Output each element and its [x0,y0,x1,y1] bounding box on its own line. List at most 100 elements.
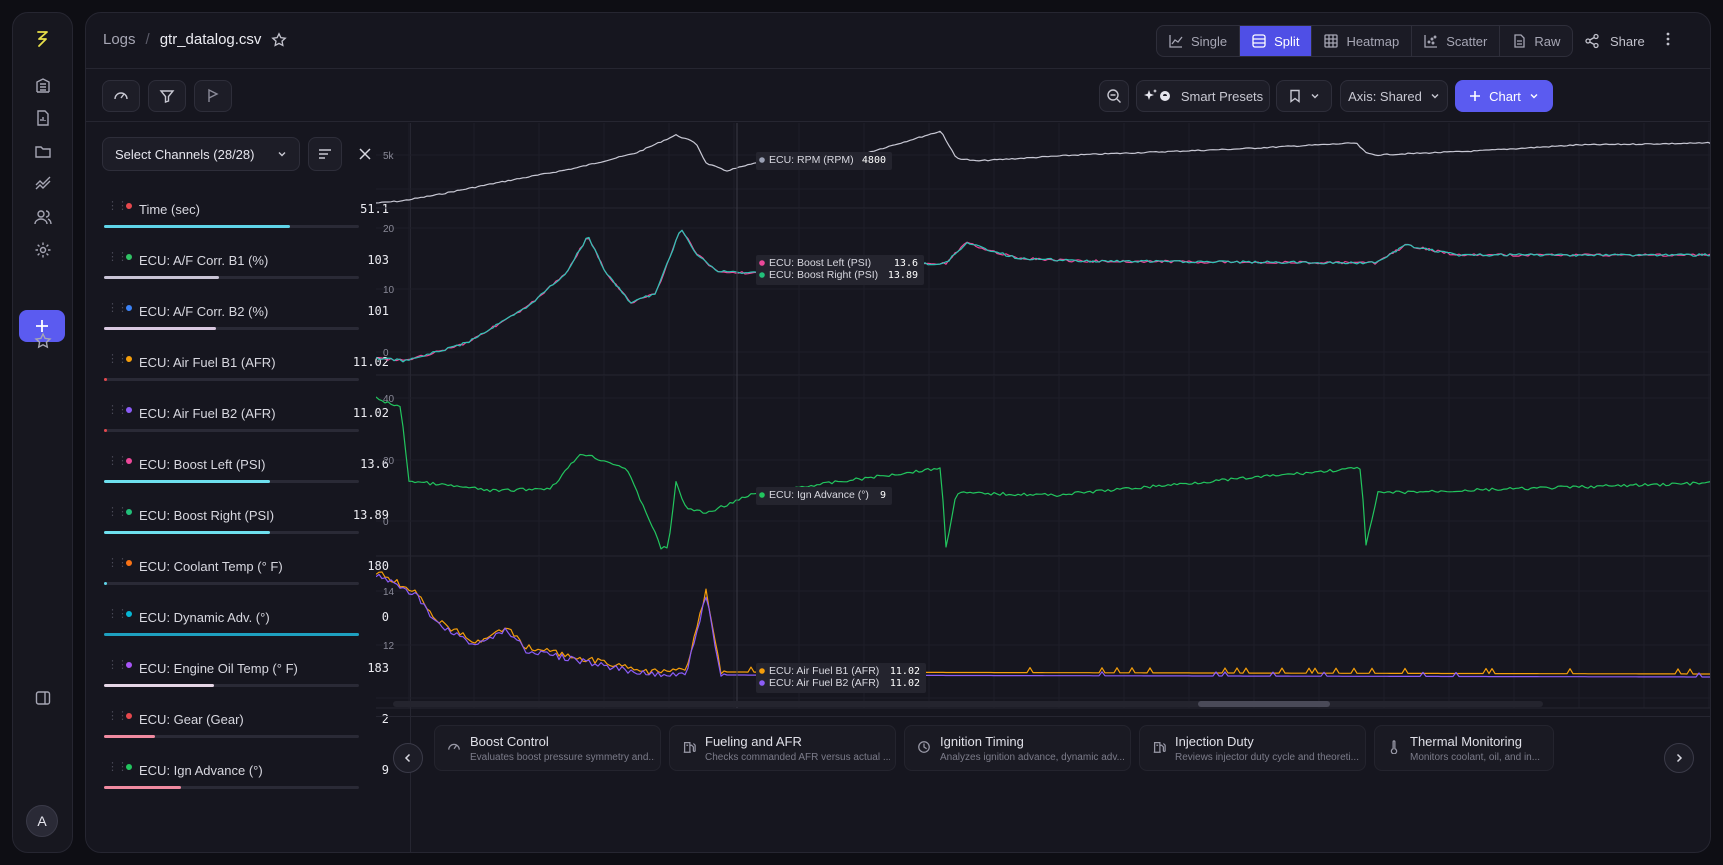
preset-title: Fueling and AFR [705,734,802,749]
smart-presets-label: Smart Presets [1180,88,1264,104]
folder-icon[interactable] [31,139,55,163]
bookmark-button[interactable] [1276,80,1332,112]
select-channels-dropdown[interactable]: Select Channels (28/28) [102,137,300,171]
channel-row[interactable]: ⋮⋮ ECU: Boost Right (PSI) 13.89 [86,499,410,550]
tooltip-value: 11.02 [890,678,920,689]
chart-area[interactable]: 5k 20 10 0 40 20 0 14 12 ECU: RPM (RPM) 4800 ECU: B… [375,123,1710,716]
channel-row[interactable]: ⋮⋮ ECU: Dynamic Adv. (°) 0 [86,601,410,652]
building-icon[interactable] [31,73,55,97]
drag-handle-icon[interactable]: ⋮⋮ [107,404,128,416]
drag-handle-icon[interactable]: ⋮⋮ [107,455,128,467]
tooltip-label: ECU: Ign Advance (°) [769,489,869,501]
channel-value: 51.1 [360,202,389,216]
tooltip-label: ECU: Boost Right (PSI) [769,269,878,281]
drag-handle-icon[interactable]: ⋮⋮ [107,659,128,671]
channel-row[interactable]: ⋮⋮ ECU: Coolant Temp (° F) 180 [86,550,410,601]
avatar[interactable]: A [26,805,58,837]
zoom-out-button[interactable] [1099,80,1129,112]
y-tick-label: 40 [383,394,395,405]
channel-row[interactable]: ⋮⋮ ECU: Gear (Gear) 2 [86,703,410,754]
smart-presets-button[interactable]: Smart Presets [1136,80,1270,112]
users-icon[interactable] [31,205,55,229]
channel-row[interactable]: ⋮⋮ ECU: A/F Corr. B2 (%) 101 [86,295,410,346]
preset-card[interactable]: Boost Control Evaluates boost pressure sy… [434,725,661,771]
tooltip-label: ECU: RPM (RPM) [769,154,854,166]
drag-handle-icon[interactable]: ⋮⋮ [107,200,128,212]
view-split-button[interactable]: Split [1240,26,1313,56]
trend-icon[interactable] [31,172,55,196]
flag-button[interactable] [194,80,232,112]
tooltip-label: ECU: Air Fuel B2 (AFR) [769,677,879,689]
list-align-icon [319,149,331,159]
view-scatter-label: Scatter [1446,33,1488,49]
gauge-button[interactable] [102,80,140,112]
tooltip-label: ECU: Air Fuel B1 (AFR) [769,665,879,677]
channel-row[interactable]: ⋮⋮ ECU: Ign Advance (°) 9 [86,754,410,805]
view-scatter-button[interactable]: Scatter [1412,26,1501,56]
preset-description: Evaluates boost pressure symmetry and... [470,752,655,763]
gauge-icon [114,92,128,100]
tooltip-dot [759,668,765,674]
drag-handle-icon[interactable]: ⋮⋮ [107,710,128,722]
bolt-logo-icon[interactable] [31,27,55,51]
axis-select-label: Axis: Shared [1348,88,1422,104]
preset-description: Analyzes ignition advance, dynamic adv..… [940,752,1125,763]
sidebar-toggle-icon[interactable] [31,686,55,710]
drag-handle-icon[interactable]: ⋮⋮ [107,506,128,518]
main-panel: Logs / gtr_datalog.csv Single Split Heat… [85,12,1711,853]
file-chart-icon[interactable] [31,106,55,130]
boost-right-series-line [375,229,1710,363]
channel-color-dot [126,407,132,413]
nav-rail: A [12,12,73,853]
gear-icon[interactable] [31,238,55,262]
channel-row[interactable]: ⋮⋮ Time (sec) 51.1 [86,193,410,244]
drag-handle-icon[interactable]: ⋮⋮ [107,353,128,365]
breadcrumb-separator: / [145,31,150,48]
channel-value: 101 [367,304,389,318]
drag-handle-icon[interactable]: ⋮⋮ [107,761,128,773]
view-heatmap-button[interactable]: Heatmap [1312,26,1413,56]
presets-next-button[interactable] [1664,743,1694,773]
more-menu-icon[interactable] [1666,31,1670,52]
share-button[interactable]: Share [1584,25,1645,57]
channel-row[interactable]: ⋮⋮ ECU: Boost Left (PSI) 13.6 [86,448,410,499]
y-tick-label: 0 [383,517,389,528]
channel-row[interactable]: ⋮⋮ ECU: A/F Corr. B1 (%) 103 [86,244,410,295]
tooltip-dot [759,492,765,498]
channel-name: ECU: Dynamic Adv. (°) [139,610,270,625]
channel-color-dot [126,560,132,566]
view-single-button[interactable]: Single [1157,26,1241,56]
drag-handle-icon[interactable]: ⋮⋮ [107,557,128,569]
channel-row[interactable]: ⋮⋮ ECU: Engine Oil Temp (° F) 183 [86,652,410,703]
add-chart-button[interactable]: Chart [1455,80,1553,112]
preset-card[interactable]: Thermal Monitoring Monitors coolant, oil,… [1374,725,1554,771]
breadcrumb-logs-link[interactable]: Logs [103,31,136,48]
star-favorite-icon[interactable] [271,31,288,48]
add-chart-label: Chart [1489,88,1521,104]
scatter-icon [1424,35,1438,48]
drag-handle-icon[interactable]: ⋮⋮ [107,251,128,263]
preset-card[interactable]: Ignition Timing Analyzes ignition advance… [904,725,1131,771]
channel-sort-button[interactable] [308,137,342,171]
channel-row[interactable]: ⋮⋮ ECU: Air Fuel B2 (AFR) 11.02 [86,397,410,448]
axis-select[interactable]: Axis: Shared [1340,80,1448,112]
presets-prev-button[interactable] [393,743,423,773]
flag-icon [208,88,219,102]
preset-title: Boost Control [470,734,549,749]
drag-handle-icon[interactable]: ⋮⋮ [107,302,128,314]
chevron-right-icon [1676,753,1683,763]
line-chart-icon [1169,35,1183,48]
close-sidebar-button[interactable] [348,137,382,171]
preset-card[interactable]: Fueling and AFR Checks commanded AFR vers… [669,725,896,771]
filter-button[interactable] [148,80,186,112]
drag-handle-icon[interactable]: ⋮⋮ [107,608,128,620]
star-icon[interactable] [31,329,55,353]
channel-color-dot [126,458,132,464]
channel-row[interactable]: ⋮⋮ ECU: Air Fuel B1 (AFR) 11.02 [86,346,410,397]
channel-level-bar [104,276,359,279]
preset-card[interactable]: Injection Duty Reviews injector duty cycl… [1139,725,1366,771]
clock-icon [917,740,931,759]
split-rows-icon [1252,34,1266,48]
view-raw-button[interactable]: Raw [1500,26,1572,56]
chevron-down-icon [1431,94,1439,99]
